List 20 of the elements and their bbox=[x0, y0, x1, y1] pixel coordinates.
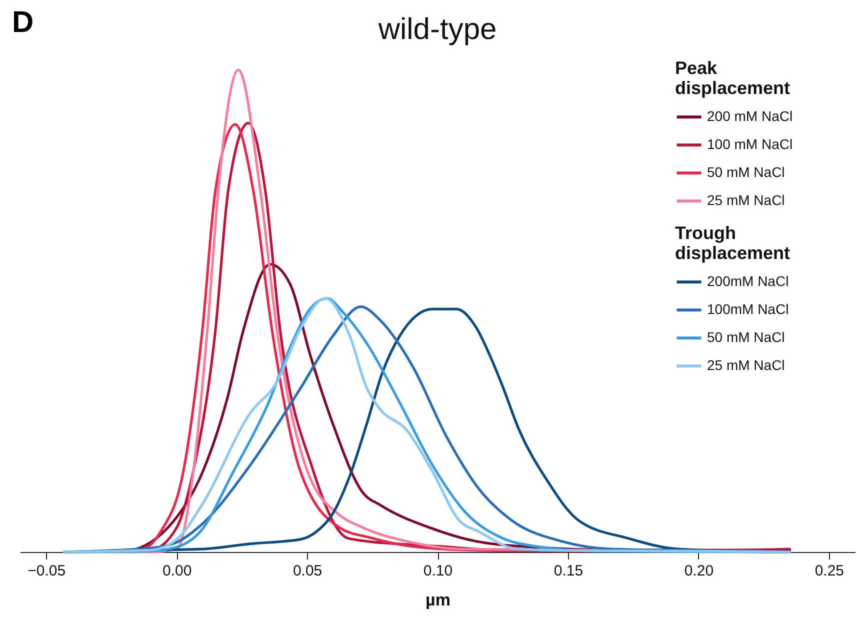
x-axis-title: µm bbox=[426, 590, 450, 610]
legend-label: 100 mM NaCl bbox=[707, 136, 793, 152]
x-tick-label: 0.20 bbox=[684, 562, 714, 580]
legend-label: 50 mM NaCl bbox=[707, 329, 785, 345]
x-tick-label: 0.00 bbox=[162, 562, 192, 580]
legend-label: 25 mM NaCl bbox=[707, 192, 785, 208]
legend-label: 50 mM NaCl bbox=[707, 164, 785, 180]
x-tick-label: 0.25 bbox=[814, 562, 844, 580]
x-tick-label: −0.05 bbox=[28, 562, 66, 580]
text: Peak displacement bbox=[675, 58, 790, 98]
chart-title: wild-type bbox=[377, 13, 497, 46]
legend-label: 25 mM NaCl bbox=[707, 357, 785, 373]
legend-label: 200mM NaCl bbox=[707, 273, 789, 289]
legend-label: 100mM NaCl bbox=[707, 301, 789, 317]
legend-label: 200 mM NaCl bbox=[707, 108, 793, 124]
x-tick-label: 0.05 bbox=[292, 562, 322, 580]
x-tick-label: 0.15 bbox=[554, 562, 584, 580]
text: Trough displacement bbox=[675, 223, 790, 263]
x-tick-label: 0.10 bbox=[423, 562, 453, 580]
text: D bbox=[12, 6, 34, 40]
